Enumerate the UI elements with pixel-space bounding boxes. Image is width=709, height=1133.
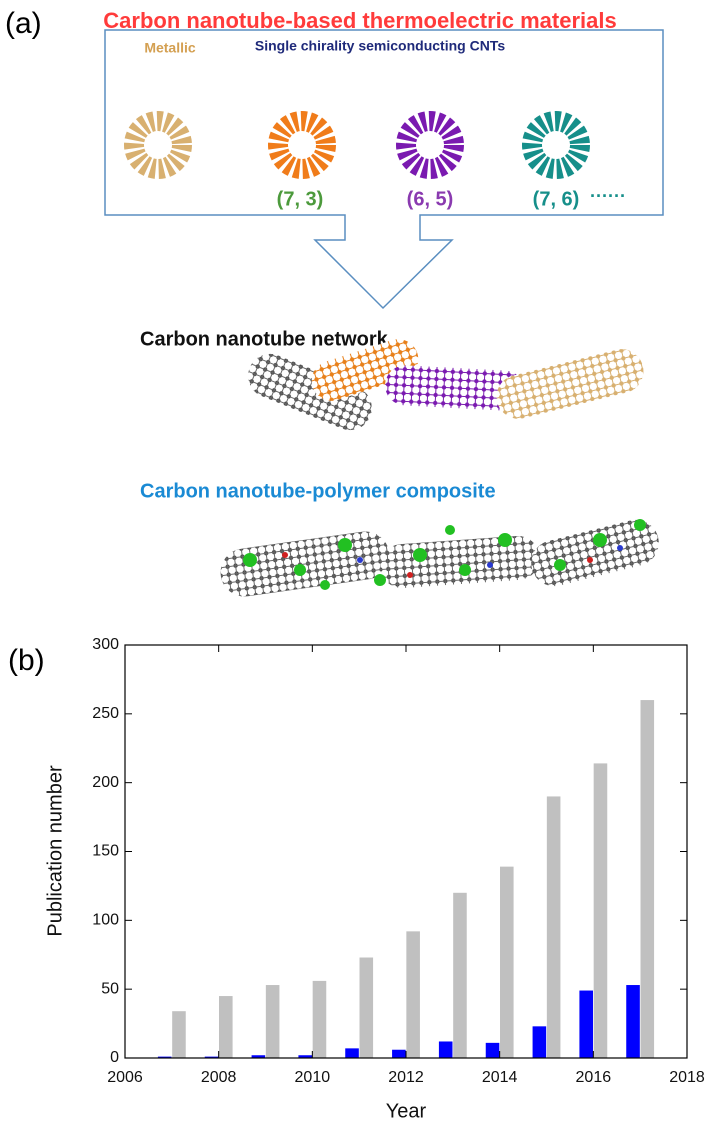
bar — [546, 796, 561, 1058]
network-illustration — [248, 339, 644, 431]
x-tick-label: 2018 — [669, 1069, 705, 1086]
bar — [204, 1056, 219, 1058]
bar — [157, 1056, 172, 1058]
y-tick-label: 0 — [110, 1049, 119, 1066]
x-axis-label: Year — [386, 1100, 427, 1122]
box-arrow — [104, 29, 664, 310]
x-tick-label: 2016 — [576, 1069, 612, 1086]
y-tick-label: 100 — [92, 912, 119, 929]
network-label: Carbon nanotube network — [140, 328, 389, 350]
nanotube-icons — [124, 111, 590, 179]
y-tick-label: 150 — [92, 843, 119, 860]
bar — [359, 957, 374, 1058]
bar — [298, 1055, 312, 1058]
panel-title: Carbon nanotube-based thermoelectric mat… — [103, 8, 616, 33]
composite-illustration — [220, 519, 659, 597]
y-tick-label: 50 — [101, 980, 119, 997]
ellipsis: ······ — [590, 186, 626, 206]
bar — [579, 990, 593, 1058]
panel-label: (b) — [8, 644, 45, 677]
metallic-label: Metallic — [144, 40, 196, 56]
x-tick-label: 2006 — [107, 1069, 143, 1086]
bar — [500, 866, 514, 1058]
bar — [593, 763, 608, 1058]
y-tick-label: 250 — [92, 705, 119, 722]
bar — [345, 1048, 359, 1058]
x-tick-label: 2012 — [388, 1069, 424, 1086]
bar — [219, 996, 233, 1058]
x-tick-label: 2014 — [482, 1069, 518, 1086]
bar — [626, 985, 640, 1058]
bar — [438, 1041, 453, 1058]
semiconducting-label: Single chirality semiconducting CNTs — [255, 38, 505, 54]
bar — [172, 1011, 186, 1058]
chirality-label: (6, 5) — [407, 188, 454, 210]
chirality-label: (7, 6) — [533, 188, 580, 210]
bar — [265, 985, 280, 1058]
y-tick-label: 200 — [92, 774, 119, 791]
bar — [406, 931, 420, 1058]
bar — [312, 980, 327, 1058]
bar — [532, 1026, 547, 1058]
chirality-label: (7, 3) — [277, 188, 324, 210]
bar — [640, 700, 655, 1058]
x-tick-label: 2010 — [295, 1069, 331, 1086]
bar — [251, 1055, 266, 1058]
x-tick-label: 2008 — [201, 1069, 237, 1086]
bar — [453, 892, 467, 1058]
bar — [392, 1049, 406, 1058]
panel-label: (a) — [5, 7, 42, 40]
composite-label: Carbon nanotube-polymer composite — [140, 480, 496, 502]
y-axis-label: Publication number — [44, 765, 66, 937]
y-tick-label: 300 — [92, 636, 119, 653]
bar — [485, 1042, 500, 1058]
